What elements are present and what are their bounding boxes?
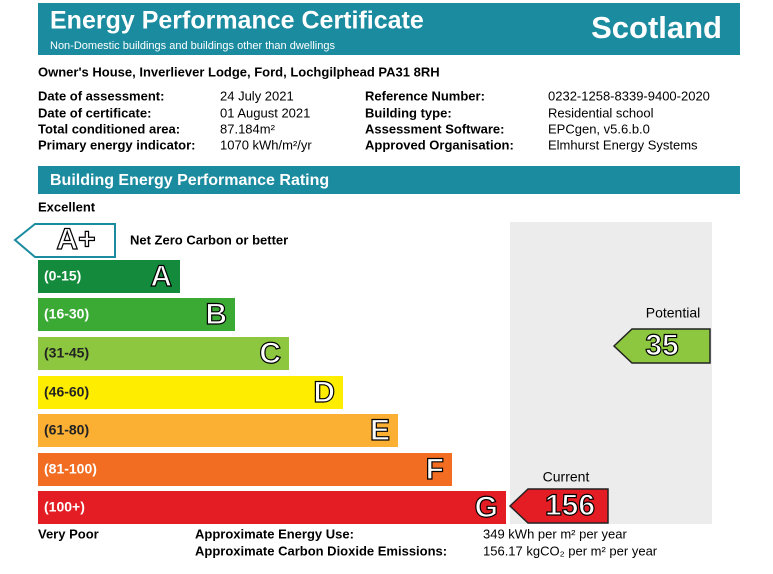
rating-panel	[510, 222, 712, 524]
detail-value: 0232-1258-8339-9400-2020	[548, 88, 710, 103]
footer-label: Approximate Energy Use:	[195, 526, 354, 541]
detail-value: 87.184m²	[220, 121, 276, 136]
detail-value: 1070 kWh/m²/yr	[220, 137, 312, 152]
details: Date of assessment: 24 July 2021 Date of c…	[38, 88, 710, 152]
detail-label: Primary energy indicator:	[38, 137, 196, 152]
section-bar	[38, 166, 740, 194]
detail-label: Reference Number:	[365, 88, 485, 103]
footer-label: Approximate Carbon Dioxide Emissions:	[195, 543, 447, 558]
region: Scotland	[591, 10, 722, 45]
detail-label: Approved Organisation:	[365, 137, 514, 152]
band-range: (61-80)	[44, 422, 89, 438]
section-title: Building Energy Performance Rating	[50, 172, 329, 189]
band-letter: F	[426, 453, 444, 486]
footer-value: 349 kWh per m² per year	[483, 526, 627, 541]
bands: (0-15) A (16-30) B (31-45) C (46-60) D (61-80) E (…	[38, 259, 506, 525]
title: Energy Performance Certificate	[50, 7, 424, 35]
band	[38, 453, 452, 486]
detail-value: 01 August 2021	[220, 105, 310, 120]
band-letter: B	[205, 298, 227, 331]
band-range: (81-100)	[44, 461, 97, 477]
potential-arrow	[612, 328, 711, 364]
footer-value: 156.17 kgCO₂ per m² per year	[483, 543, 658, 558]
band	[38, 260, 180, 293]
band-letter: C	[259, 337, 281, 370]
band	[38, 298, 235, 331]
band	[38, 376, 343, 409]
potential-label: Potential	[646, 305, 700, 321]
current-label: Current	[543, 469, 590, 485]
detail-label: Date of assessment:	[38, 88, 164, 103]
potential-value: 35	[645, 329, 678, 362]
footer: Approximate Energy Use: 349 kWh per m² pe…	[195, 526, 658, 558]
detail-label: Date of certificate:	[38, 105, 151, 120]
detail-value: Elmhurst Energy Systems	[548, 137, 698, 152]
current-arrow	[508, 488, 609, 524]
aplus-text: Net Zero Carbon or better	[130, 232, 288, 247]
top-label: Excellent	[38, 199, 96, 214]
detail-value: EPCgen, v5.6.b.0	[548, 121, 650, 136]
band-range: (46-60)	[44, 384, 89, 400]
current-value: 156	[545, 489, 595, 522]
detail-label: Assessment Software:	[365, 121, 504, 136]
band-letter: E	[370, 414, 390, 447]
band	[38, 414, 398, 447]
band-letter: A	[150, 260, 172, 293]
subtitle: Non-Domestic buildings and buildings oth…	[50, 40, 335, 52]
detail-value: Residential school	[548, 105, 654, 120]
detail-value: 24 July 2021	[220, 88, 294, 103]
band-range: (31-45)	[44, 345, 89, 361]
header-bar	[38, 3, 740, 55]
band	[38, 337, 289, 370]
band-range: (0-15)	[44, 268, 81, 284]
detail-label: Total conditioned area:	[38, 121, 180, 136]
band-range: (16-30)	[44, 306, 89, 322]
aplus-arrow	[13, 223, 116, 258]
address: Owner's House, Inverliever Lodge, Ford, …	[38, 64, 440, 79]
band-letter: G	[475, 491, 498, 524]
bottom-label: Very Poor	[38, 526, 99, 541]
aplus-letter: A+	[56, 223, 95, 256]
band-letter: D	[313, 376, 335, 409]
band-range: (100+)	[44, 499, 85, 515]
band	[38, 491, 506, 524]
detail-label: Building type:	[365, 105, 452, 120]
